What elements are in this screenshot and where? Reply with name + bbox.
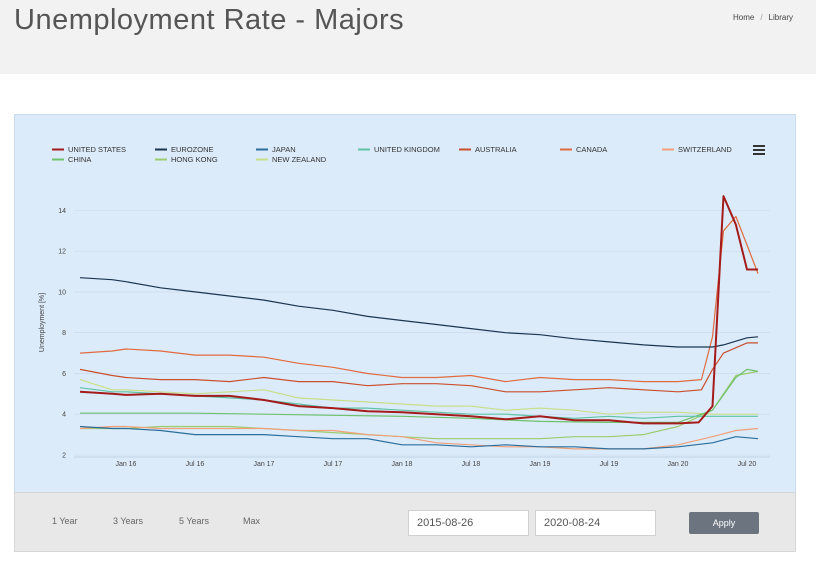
legend-item[interactable]: CANADA — [560, 145, 607, 154]
x-tick-label: Jan 16 — [115, 461, 136, 468]
legend-item[interactable]: NEW ZEALAND — [256, 155, 327, 164]
legend-item[interactable]: JAPAN — [256, 145, 296, 154]
x-tick-label: Jul 17 — [324, 461, 343, 468]
x-tick-label: Jan 18 — [391, 461, 412, 468]
y-tick-label: 6 — [62, 371, 66, 378]
legend-label: NEW ZEALAND — [272, 155, 327, 164]
y-tick-label: 8 — [62, 330, 66, 337]
x-tick-label: Jan 20 — [667, 461, 688, 468]
legend-item[interactable]: HONG KONG — [155, 155, 218, 164]
y-tick-label: 14 — [58, 208, 66, 215]
legend-label: CHINA — [68, 155, 91, 164]
y-axis-label: Unemployment [%] — [39, 293, 46, 352]
range-5-years-button[interactable]: 5 Years — [179, 516, 210, 526]
x-tick-label: Jul 18 — [462, 461, 481, 468]
chart-menu-icon[interactable] — [753, 145, 765, 155]
legend-item[interactable]: SWITZERLAND — [662, 145, 732, 154]
legend-label: UNITED STATES — [68, 145, 126, 154]
series-line-eurozone — [79, 277, 759, 348]
y-tick-label: 12 — [58, 249, 66, 256]
legend-label: CANADA — [576, 145, 607, 154]
x-tick-label: Jul 16 — [186, 461, 205, 468]
series-line-canada — [79, 215, 759, 383]
start-date-input[interactable]: 2015-08-26 — [408, 510, 529, 536]
series-line-new-zealand — [79, 379, 758, 415]
x-tick-label: Jan 19 — [529, 461, 550, 468]
legend-label: SWITZERLAND — [678, 145, 732, 154]
legend-label: JAPAN — [272, 145, 296, 154]
range-max-button[interactable]: Max — [243, 516, 261, 526]
x-tick-label: Jul 20 — [738, 461, 757, 468]
legend-label: EUROZONE — [171, 145, 214, 154]
series-line-hong-kong — [80, 370, 759, 440]
end-date-input[interactable]: 2020-08-24 — [535, 510, 656, 536]
legend-label: AUSTRALIA — [475, 145, 517, 154]
range-3-years-button[interactable]: 3 Years — [113, 516, 144, 526]
range-1-year-button[interactable]: 1 Year — [52, 516, 78, 526]
apply-button[interactable]: Apply — [689, 512, 759, 534]
series-line-united-states — [79, 195, 758, 425]
date-range-controls: 1 Year 3 Years 5 Years Max 2015-08-26 20… — [14, 492, 796, 552]
y-tick-label: 10 — [58, 289, 66, 296]
breadcrumb-home[interactable]: Home — [732, 13, 755, 22]
legend-label: UNITED KINGDOM — [374, 145, 440, 154]
series-line-japan — [79, 425, 759, 450]
legend-label: HONG KONG — [171, 155, 218, 164]
series-line-australia — [79, 342, 758, 393]
x-tick-label: Jul 19 — [600, 461, 619, 468]
legend-item[interactable]: EUROZONE — [155, 145, 214, 154]
legend-item[interactable]: AUSTRALIA — [459, 145, 517, 154]
page-title: Unemployment Rate - Majors — [14, 4, 405, 36]
series-line-switzerland — [79, 425, 759, 450]
breadcrumb: Home / Library — [731, 13, 795, 22]
y-tick-label: 4 — [62, 412, 66, 419]
legend-item[interactable]: UNITED KINGDOM — [358, 145, 440, 154]
legend-item[interactable]: CHINA — [52, 155, 91, 164]
legend-item[interactable]: UNITED STATES — [52, 145, 126, 154]
x-tick-label: Jan 17 — [253, 461, 274, 468]
breadcrumb-separator: / — [760, 13, 763, 22]
y-tick-label: 2 — [62, 453, 66, 460]
breadcrumb-library[interactable]: Library — [768, 13, 793, 22]
page-header: Unemployment Rate - Majors Home / Library — [0, 0, 816, 74]
